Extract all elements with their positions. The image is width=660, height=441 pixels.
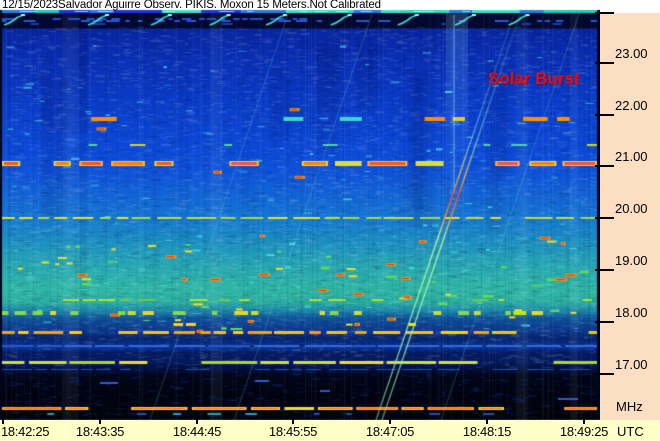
freq-tick-label: 19.00	[615, 253, 648, 268]
time-tick	[583, 418, 585, 424]
spectrogram-canvas	[0, 0, 600, 441]
time-tick-label: 18:43:35	[75, 424, 125, 439]
time-tick-label: 18:44:45	[172, 424, 222, 439]
time-tick	[389, 418, 391, 424]
time-tick-label: 18:42:25	[1, 424, 50, 439]
freq-tick-label: 22.00	[615, 98, 648, 113]
freq-tick	[595, 217, 614, 219]
plot-title: 12/15/2023Salvador Aguirre Observ. PIKIS…	[2, 0, 381, 11]
freq-tick-label: 18.00	[615, 305, 648, 320]
freq-tick	[595, 114, 614, 116]
freq-tick	[595, 373, 614, 375]
freq-tick	[595, 12, 614, 14]
freq-tick-label: 21.00	[615, 149, 648, 164]
freq-tick	[595, 62, 614, 64]
frequency-axis-unit: MHz	[616, 399, 643, 414]
time-axis-panel	[0, 420, 660, 441]
time-tick	[486, 418, 488, 424]
freq-tick	[595, 321, 614, 323]
time-tick-label: 18:45:55	[268, 424, 318, 439]
time-tick-label: 18:47:05	[365, 424, 415, 439]
time-tick	[99, 418, 101, 424]
time-tick-label: 18:48:15	[462, 424, 512, 439]
freq-tick-label: 23.00	[615, 46, 648, 61]
frequency-axis-panel	[600, 13, 660, 420]
freq-tick-label: 20.00	[615, 201, 648, 216]
freq-tick	[595, 165, 614, 167]
time-tick	[292, 418, 294, 424]
time-tick	[196, 418, 198, 424]
freq-tick-label: 17.00	[615, 357, 648, 372]
time-tick-label: 18:49:25	[559, 424, 609, 439]
time-tick	[2, 418, 4, 424]
solar-burst-annotation: Solar Burst	[488, 69, 580, 88]
time-axis-unit: UTC	[617, 424, 644, 439]
freq-tick	[595, 269, 614, 271]
